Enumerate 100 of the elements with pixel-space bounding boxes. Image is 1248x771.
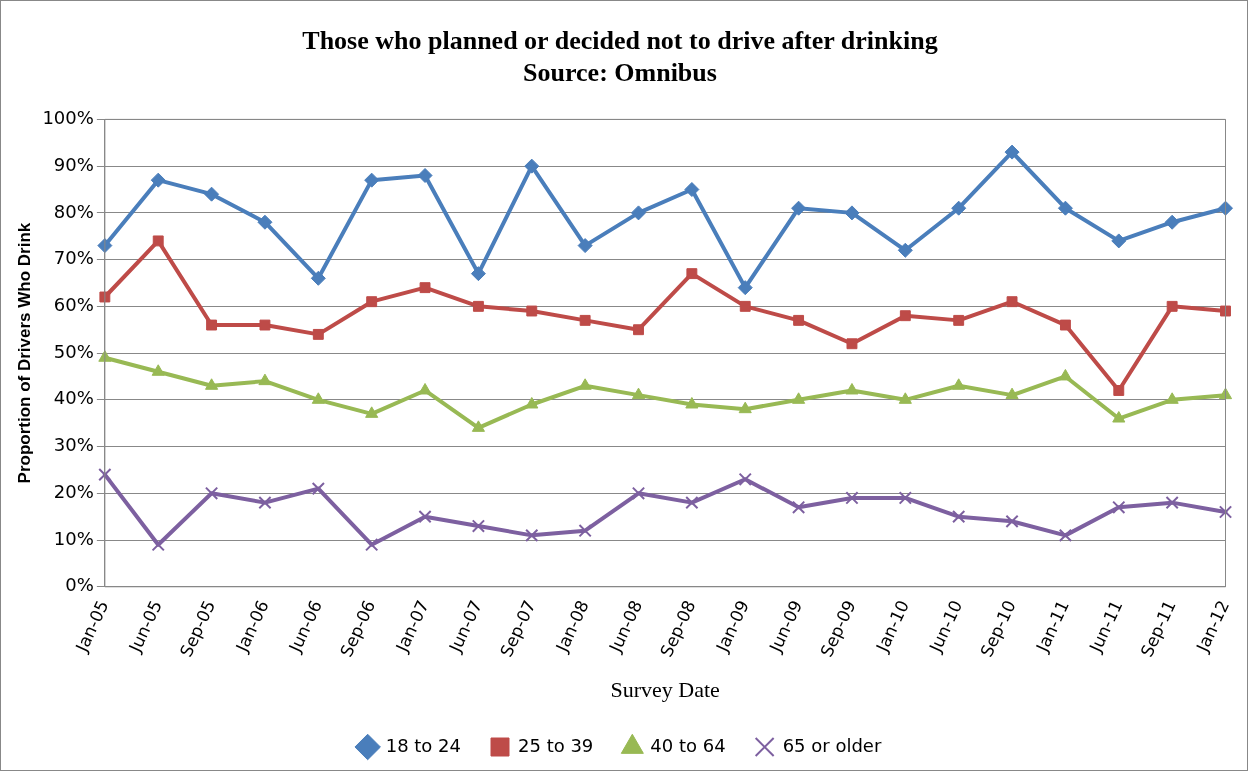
y-tick-label: 100% (42, 107, 94, 129)
point (952, 510, 966, 524)
legend-label: 65 or older (782, 734, 882, 756)
point (258, 373, 272, 386)
y-tick-label: 80% (53, 200, 94, 222)
point (1218, 505, 1233, 519)
point (525, 528, 539, 543)
point (257, 214, 273, 230)
chart-subtitle: Source: Omnibus (523, 57, 717, 87)
point (1058, 528, 1073, 543)
point (846, 338, 858, 350)
y-axis-title: Proportion of Drivers Who Drink (14, 222, 34, 484)
point (99, 291, 111, 303)
point (366, 296, 378, 308)
point (577, 238, 593, 254)
point (1164, 214, 1180, 230)
point (418, 510, 432, 524)
point (206, 319, 218, 331)
point (791, 200, 807, 216)
point (259, 319, 271, 331)
point (791, 500, 806, 514)
point (150, 172, 166, 188)
legend-label: 25 to 39 (518, 734, 594, 756)
point (1057, 200, 1073, 216)
point (579, 314, 591, 326)
point (204, 186, 220, 202)
y-tick-label: 70% (53, 247, 94, 269)
chart-title: Those who planned or decided not to drive after drinking (302, 26, 938, 56)
point (365, 406, 379, 418)
point (685, 495, 699, 510)
point (417, 167, 433, 183)
point (631, 205, 646, 221)
point (845, 491, 859, 505)
point (365, 538, 379, 552)
point (312, 328, 324, 340)
point (1165, 392, 1179, 404)
point (844, 205, 860, 221)
y-tick-label: 30% (53, 434, 94, 456)
point (471, 519, 486, 533)
point (311, 481, 325, 496)
point (631, 387, 646, 400)
point (1218, 200, 1234, 216)
point (470, 266, 486, 282)
point (738, 401, 752, 414)
point (953, 314, 965, 326)
point (151, 538, 165, 552)
point (686, 268, 698, 280)
point (205, 378, 219, 390)
point (1165, 495, 1179, 510)
y-tick-label: 20% (53, 480, 94, 502)
point (418, 382, 432, 395)
point (1111, 233, 1127, 249)
point (1058, 368, 1072, 381)
point (685, 397, 699, 409)
point (633, 324, 644, 336)
point (739, 300, 751, 312)
point (1220, 305, 1231, 317)
point (1166, 300, 1178, 312)
point (311, 392, 325, 404)
point (471, 420, 485, 432)
point (578, 378, 592, 390)
point (152, 235, 164, 247)
point (1112, 411, 1126, 423)
point (898, 491, 912, 505)
y-tick-label: 50% (53, 340, 94, 362)
point (98, 467, 112, 482)
point (1005, 387, 1019, 400)
point (793, 314, 805, 326)
point (737, 280, 753, 296)
point (1006, 296, 1018, 308)
point (526, 305, 538, 317)
y-tick-label: 0% (65, 574, 94, 596)
point (952, 378, 966, 390)
point (792, 392, 806, 404)
point (845, 382, 859, 395)
point (1059, 319, 1071, 331)
point (204, 486, 219, 500)
y-tick-label: 60% (53, 294, 94, 316)
x-axis-title: Survey Date (610, 676, 720, 702)
point (525, 397, 539, 409)
point (151, 364, 165, 376)
legend-label: 18 to 24 (385, 734, 462, 756)
point (1112, 500, 1126, 514)
point (472, 300, 484, 312)
point (578, 524, 592, 538)
point (738, 472, 752, 486)
point (258, 495, 272, 510)
point (364, 172, 380, 188)
point (897, 242, 913, 258)
point (419, 282, 431, 294)
point (1113, 385, 1125, 396)
point (1005, 514, 1019, 528)
point (951, 200, 967, 216)
point (1004, 144, 1020, 160)
point (310, 270, 326, 286)
point (899, 310, 911, 322)
y-tick-label: 40% (53, 387, 94, 409)
y-tick-label: 10% (53, 527, 94, 549)
legend-label: 40 to 64 (650, 734, 726, 756)
point (898, 392, 912, 404)
